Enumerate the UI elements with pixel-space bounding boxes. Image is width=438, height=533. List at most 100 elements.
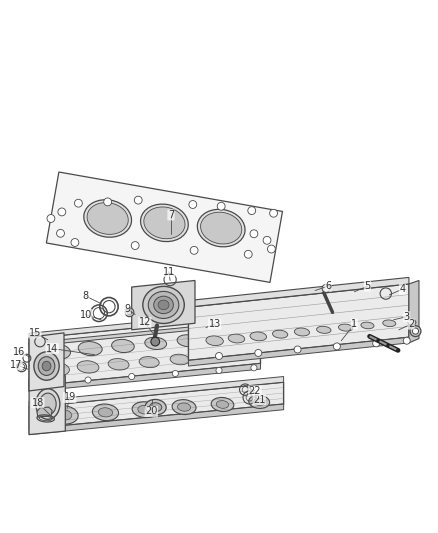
Polygon shape — [29, 310, 261, 338]
Circle shape — [215, 352, 223, 359]
Ellipse shape — [408, 320, 416, 325]
Ellipse shape — [228, 334, 245, 343]
Polygon shape — [29, 382, 284, 429]
Ellipse shape — [172, 400, 196, 415]
Ellipse shape — [77, 361, 99, 373]
Circle shape — [294, 346, 301, 353]
Ellipse shape — [413, 328, 419, 334]
Ellipse shape — [143, 286, 184, 324]
Circle shape — [250, 230, 258, 238]
Text: 4: 4 — [399, 284, 406, 294]
Polygon shape — [29, 333, 64, 391]
Ellipse shape — [141, 204, 188, 241]
Polygon shape — [29, 376, 65, 434]
Polygon shape — [132, 280, 195, 330]
Circle shape — [57, 229, 64, 237]
Text: 21: 21 — [253, 394, 265, 405]
Ellipse shape — [112, 340, 134, 352]
Ellipse shape — [139, 357, 159, 368]
Polygon shape — [29, 316, 261, 386]
Polygon shape — [188, 337, 409, 366]
Polygon shape — [409, 280, 419, 343]
Polygon shape — [188, 277, 409, 307]
Ellipse shape — [98, 408, 113, 417]
Ellipse shape — [84, 200, 131, 237]
Ellipse shape — [250, 332, 267, 341]
Ellipse shape — [232, 350, 248, 359]
Text: 18: 18 — [32, 398, 44, 408]
Ellipse shape — [34, 352, 59, 380]
Circle shape — [134, 196, 142, 204]
Ellipse shape — [216, 401, 229, 408]
Circle shape — [373, 340, 380, 347]
Ellipse shape — [177, 335, 198, 346]
Ellipse shape — [170, 354, 189, 365]
Text: 13: 13 — [208, 319, 221, 329]
Ellipse shape — [200, 352, 219, 362]
Ellipse shape — [241, 330, 258, 341]
Circle shape — [322, 285, 330, 292]
Circle shape — [216, 367, 222, 374]
Ellipse shape — [78, 342, 102, 356]
Ellipse shape — [209, 333, 229, 344]
Circle shape — [131, 241, 139, 249]
Ellipse shape — [154, 296, 173, 313]
Ellipse shape — [125, 308, 134, 317]
Polygon shape — [29, 364, 261, 392]
Text: 16: 16 — [13, 346, 25, 357]
Ellipse shape — [211, 398, 234, 411]
Circle shape — [41, 381, 47, 386]
Ellipse shape — [138, 406, 152, 414]
Polygon shape — [29, 320, 263, 346]
Ellipse shape — [272, 330, 288, 338]
Text: 10: 10 — [80, 310, 92, 319]
Ellipse shape — [132, 402, 157, 418]
Text: 2: 2 — [408, 319, 414, 329]
Circle shape — [403, 337, 410, 344]
Ellipse shape — [150, 403, 162, 411]
Ellipse shape — [39, 393, 56, 415]
Ellipse shape — [38, 357, 55, 375]
Ellipse shape — [46, 362, 70, 376]
Circle shape — [255, 350, 262, 357]
Circle shape — [333, 343, 340, 350]
Ellipse shape — [42, 361, 51, 371]
Ellipse shape — [108, 359, 129, 370]
Circle shape — [47, 215, 55, 222]
Polygon shape — [29, 376, 284, 407]
Text: 11: 11 — [162, 266, 175, 277]
Ellipse shape — [254, 398, 265, 406]
Circle shape — [151, 337, 159, 346]
Ellipse shape — [201, 212, 242, 244]
Circle shape — [248, 207, 256, 215]
Circle shape — [268, 245, 276, 253]
Text: 14: 14 — [46, 344, 58, 353]
Circle shape — [172, 370, 178, 376]
Circle shape — [270, 209, 278, 217]
Text: 7: 7 — [168, 210, 174, 220]
Ellipse shape — [339, 324, 353, 331]
Ellipse shape — [92, 404, 119, 421]
Text: 22: 22 — [248, 386, 261, 396]
Text: 1: 1 — [351, 319, 357, 329]
Ellipse shape — [144, 207, 185, 239]
Circle shape — [263, 236, 271, 244]
Text: 17: 17 — [10, 360, 22, 370]
Text: 8: 8 — [83, 291, 89, 301]
Ellipse shape — [145, 337, 166, 350]
Ellipse shape — [383, 320, 396, 327]
Ellipse shape — [50, 406, 78, 424]
Ellipse shape — [145, 399, 166, 415]
Circle shape — [71, 239, 79, 246]
Text: 9: 9 — [124, 304, 131, 314]
Text: 15: 15 — [28, 328, 41, 338]
Circle shape — [190, 246, 198, 254]
Ellipse shape — [177, 403, 191, 411]
Circle shape — [129, 374, 135, 379]
Circle shape — [217, 203, 225, 210]
Polygon shape — [37, 407, 52, 417]
Polygon shape — [46, 172, 283, 282]
Circle shape — [58, 208, 66, 216]
Circle shape — [189, 200, 197, 208]
Ellipse shape — [148, 292, 179, 318]
